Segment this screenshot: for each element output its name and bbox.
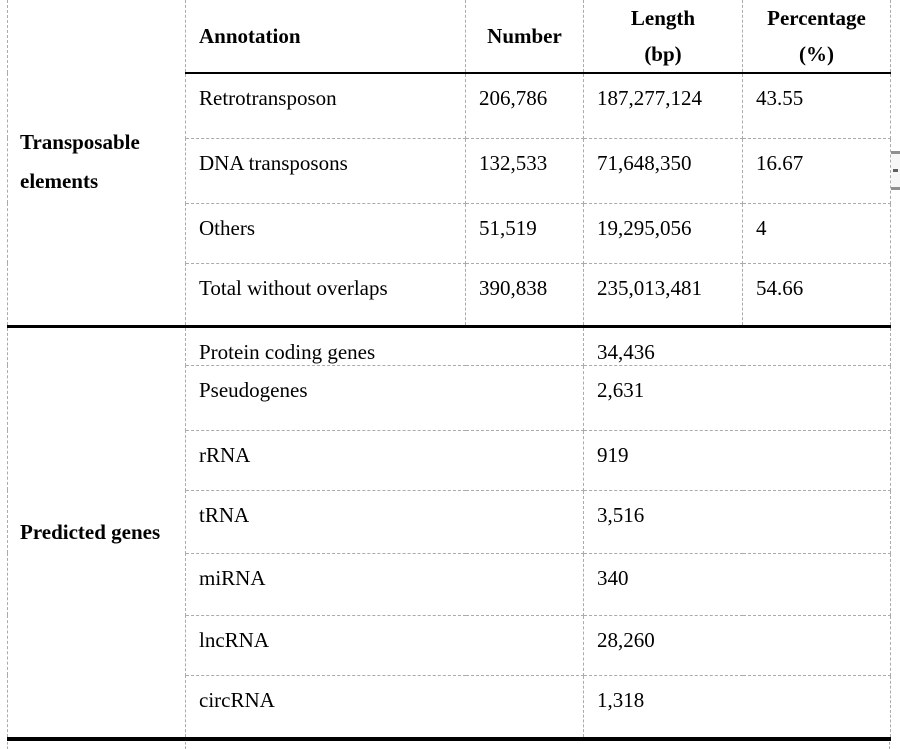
cell-percentage: 16.67 bbox=[742, 137, 891, 204]
column-header-percentage-line1: Percentage bbox=[767, 6, 866, 30]
column-header-length-line2: (bp) bbox=[644, 42, 682, 66]
column-header-percentage-line2: (%) bbox=[799, 42, 834, 66]
gridline-stub bbox=[185, 742, 186, 749]
annotation-table: Transposable elements Annotation Number … bbox=[7, 0, 891, 741]
cell-annotation: circRNA bbox=[185, 674, 584, 741]
cell-length: 71,648,350 bbox=[583, 137, 743, 204]
cell-annotation: Total without overlaps bbox=[185, 262, 466, 328]
column-header-length: Length (bp) bbox=[583, 0, 743, 74]
cell-number: 2,631 bbox=[583, 364, 891, 431]
table-row: DNA transposons 132,533 71,648,350 16.67 bbox=[8, 137, 891, 204]
table-row: Pseudogenes 2,631 bbox=[8, 364, 891, 431]
gridline-stub bbox=[889, 742, 890, 749]
group-label-transposable-elements: Transposable elements bbox=[7, 0, 186, 328]
cell-percentage: 4 bbox=[742, 202, 891, 264]
table-row: rRNA 919 bbox=[8, 429, 891, 491]
cell-number: 919 bbox=[583, 429, 891, 491]
column-header-percentage: Percentage (%) bbox=[742, 0, 891, 74]
table-row: Predicted genes Protein coding genes 34,… bbox=[7, 325, 891, 741]
table-row: tRNA 3,516 bbox=[8, 489, 891, 554]
group-label-predicted-genes: Predicted genes bbox=[7, 326, 186, 741]
column-header-length-line1: Length bbox=[630, 6, 696, 30]
cell-number: 34,436 bbox=[583, 325, 891, 366]
table-row: miRNA 340 bbox=[8, 552, 891, 616]
cell-length: 187,277,124 bbox=[583, 72, 743, 139]
cell-percentage: 54.66 bbox=[742, 262, 891, 328]
cell-annotation: rRNA bbox=[185, 429, 584, 491]
gridline-stub bbox=[7, 742, 8, 749]
cell-number: 3,516 bbox=[583, 489, 891, 554]
table-header-row: Transposable elements Annotation Number … bbox=[7, 0, 891, 328]
cell-length: 235,013,481 bbox=[583, 262, 743, 328]
cell-annotation: tRNA bbox=[185, 489, 584, 554]
cell-number: 132,533 bbox=[465, 137, 584, 204]
cell-number: 28,260 bbox=[583, 614, 891, 676]
cell-number: 390,838 bbox=[465, 262, 584, 328]
cell-number: 51,519 bbox=[465, 202, 584, 264]
cell-number: 1,318 bbox=[583, 674, 891, 741]
cell-number: 340 bbox=[583, 552, 891, 616]
column-header-number: Number bbox=[465, 0, 584, 74]
table-row: Others 51,519 19,295,056 4 bbox=[8, 202, 891, 264]
scrollbar-grip-icon bbox=[893, 169, 898, 172]
cell-length: 19,295,056 bbox=[583, 202, 743, 264]
cell-annotation: Retrotransposon bbox=[185, 72, 466, 139]
cell-annotation: Protein coding genes bbox=[185, 325, 584, 366]
cell-annotation: DNA transposons bbox=[185, 137, 466, 204]
cell-percentage: 43.55 bbox=[742, 72, 891, 139]
table-row: Total without overlaps 390,838 235,013,4… bbox=[8, 262, 891, 328]
scrollbar-thumb[interactable] bbox=[891, 151, 900, 190]
cell-number: 206,786 bbox=[465, 72, 584, 139]
table-row: circRNA 1,318 bbox=[8, 674, 891, 741]
cell-annotation: miRNA bbox=[185, 552, 584, 616]
table-row: lncRNA 28,260 bbox=[8, 614, 891, 676]
cell-annotation: Others bbox=[185, 202, 466, 264]
column-header-annotation: Annotation bbox=[185, 0, 466, 74]
cell-annotation: lncRNA bbox=[185, 614, 584, 676]
cell-annotation: Pseudogenes bbox=[185, 364, 584, 431]
